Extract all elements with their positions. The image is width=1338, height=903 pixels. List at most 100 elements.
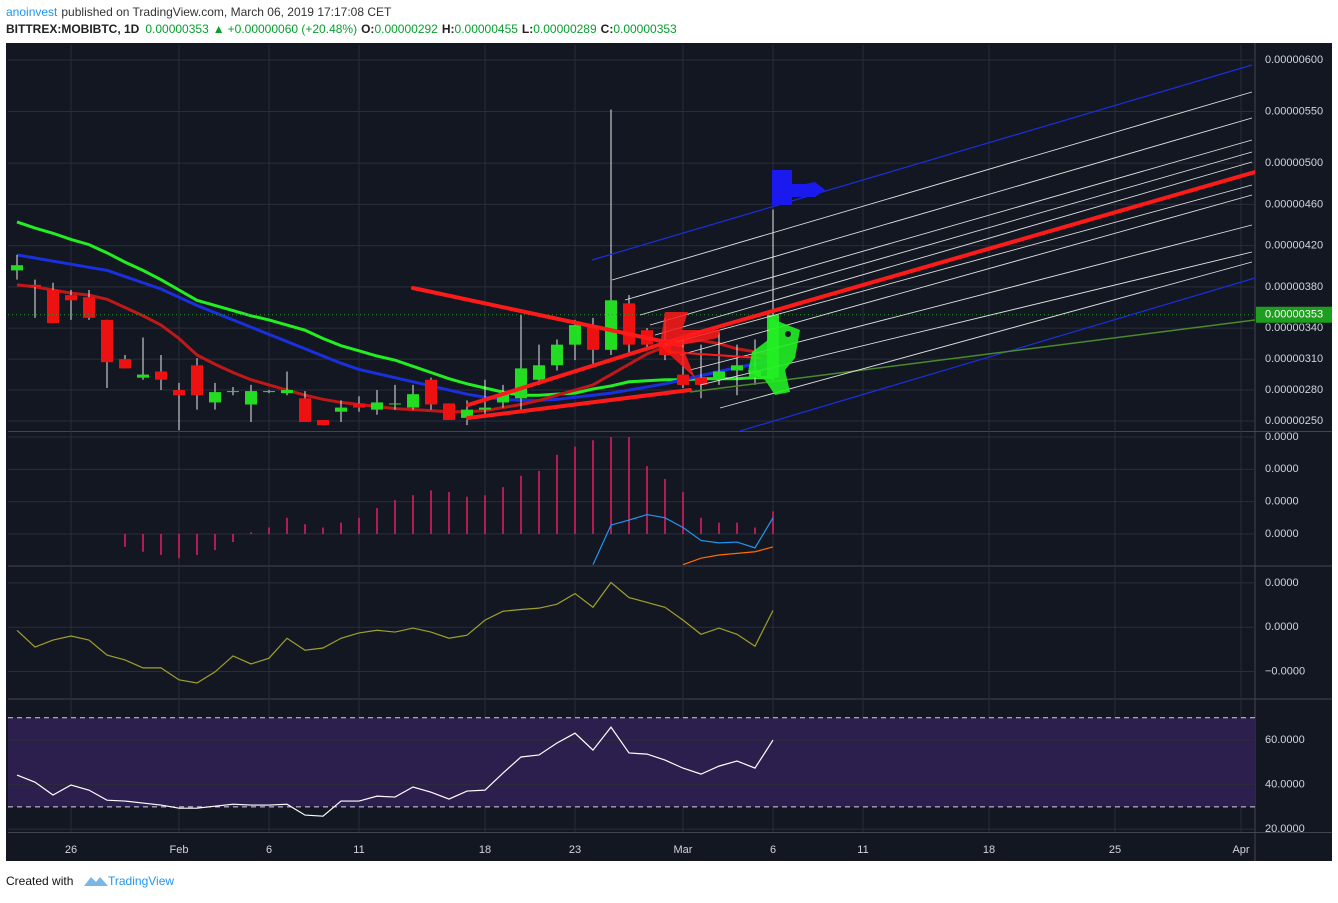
candle-body <box>677 374 689 385</box>
candle-body <box>353 403 365 408</box>
c-value: 0.00000353 <box>613 22 677 36</box>
x-tick-label: 18 <box>983 844 995 856</box>
series-line <box>682 546 774 565</box>
y-tick-label: 0.00000340 <box>1265 322 1323 334</box>
c-label: C: <box>601 22 614 36</box>
series-line <box>16 581 774 684</box>
candle-body <box>263 391 275 393</box>
candle-body <box>335 407 347 412</box>
x-tick-label: 25 <box>1109 844 1121 856</box>
o-value: 0.00000292 <box>374 22 438 36</box>
y-tick-label: 0.0000 <box>1265 621 1299 633</box>
candle-body <box>515 368 527 399</box>
candle-body <box>461 409 473 418</box>
candle-body <box>587 327 599 350</box>
y-tick-label: 0.0000 <box>1265 431 1299 443</box>
candle-body <box>317 419 329 426</box>
y-tick-label: 60.0000 <box>1265 734 1305 746</box>
fan-lines <box>611 91 1253 409</box>
flag <box>772 170 825 205</box>
y-tick-label: 20.0000 <box>1265 823 1305 835</box>
y-tick-label: 0.00000420 <box>1265 240 1323 252</box>
y-tick-label: 0.0000 <box>1265 463 1299 475</box>
candle-body <box>551 344 563 366</box>
candle-body <box>137 374 149 378</box>
author[interactable]: anoinvest <box>6 5 58 19</box>
candle-body <box>695 377 707 385</box>
level-band <box>8 717 1255 807</box>
candle-body <box>281 390 293 394</box>
x-tick-label: Feb <box>170 844 189 856</box>
change: +0.00000060 (+20.48%) <box>228 22 357 36</box>
candle-body <box>11 265 23 271</box>
h-value: 0.00000455 <box>455 22 519 36</box>
legend-line: BITTREX:MOBIBTC, 1D 0.00000353 ▲ +0.0000006… <box>6 22 677 36</box>
candle-body <box>497 394 509 403</box>
y-tick-label: 0.00000550 <box>1265 105 1323 117</box>
y-tick-label: 0.00000310 <box>1265 353 1323 365</box>
candle-body <box>731 365 743 371</box>
symbol: BITTREX:MOBIBTC, 1D <box>6 22 140 36</box>
candle-body <box>29 284 41 287</box>
y-tick-label: 0.0000 <box>1265 528 1299 540</box>
series-line <box>16 253 774 402</box>
footer-created: Created with <box>6 874 73 888</box>
candle-body <box>299 398 311 423</box>
candle-body <box>209 392 221 403</box>
candle-body <box>227 391 239 393</box>
candle-body <box>191 365 203 396</box>
x-tick-label: 6 <box>770 844 776 856</box>
candle-body <box>479 407 491 410</box>
header-line: anoinvest published on TradingView.com, M… <box>6 5 392 19</box>
candle-body <box>173 390 185 396</box>
last-price-box <box>1256 306 1332 323</box>
series-line <box>16 220 773 397</box>
channel-line <box>739 277 1255 431</box>
price: 0.00000353 <box>145 22 209 36</box>
green-shape <box>748 318 800 395</box>
h-label: H: <box>442 22 455 36</box>
x-tick-label: 11 <box>857 844 868 856</box>
candle-body <box>407 394 419 408</box>
candle-body <box>713 371 725 380</box>
l-value: 0.00000289 <box>533 22 597 36</box>
y-tick-label: 0.00000280 <box>1265 384 1323 396</box>
x-tick-label: Mar <box>674 844 693 856</box>
x-tick-label: 11 <box>353 844 364 856</box>
y-tick-label: 0.00000250 <box>1265 415 1323 427</box>
y-tick-label: 0.0000 <box>1265 577 1299 589</box>
candle-body <box>119 359 131 369</box>
series-line <box>592 513 774 565</box>
series-line <box>16 726 774 817</box>
brand-logo <box>84 877 108 886</box>
l-label: L: <box>522 22 533 36</box>
arrow: ▲ <box>213 22 225 36</box>
candle-body <box>569 325 581 345</box>
candle-body <box>83 297 95 318</box>
y-tick-label: 0.00000460 <box>1265 198 1323 210</box>
last-price-label: 0.00000353 <box>1265 309 1323 321</box>
candle-body <box>425 379 437 405</box>
candle-body <box>65 295 77 301</box>
candle-body <box>389 403 401 405</box>
green-dot <box>785 331 791 337</box>
y-tick-label: 0.00000600 <box>1265 54 1323 66</box>
y-tick-label: 0.0000 <box>1265 496 1299 508</box>
x-tick-label: 23 <box>569 844 581 856</box>
candle-body <box>623 303 635 345</box>
channel-line <box>591 64 1253 261</box>
candle-body <box>101 319 113 363</box>
candle-body <box>245 391 257 405</box>
x-tick-label: Apr <box>1232 844 1249 856</box>
footer-brand[interactable]: TradingView <box>108 874 174 888</box>
y-tick-label: 40.0000 <box>1265 778 1305 790</box>
y-tick-label: −0.0000 <box>1265 665 1305 677</box>
candle-body <box>371 402 383 410</box>
drawings <box>411 64 1255 431</box>
candle-body <box>605 300 617 350</box>
candle-body <box>533 365 545 380</box>
y-tick-label: 0.00000380 <box>1265 281 1323 293</box>
y-tick-label: 0.00000500 <box>1265 157 1323 169</box>
